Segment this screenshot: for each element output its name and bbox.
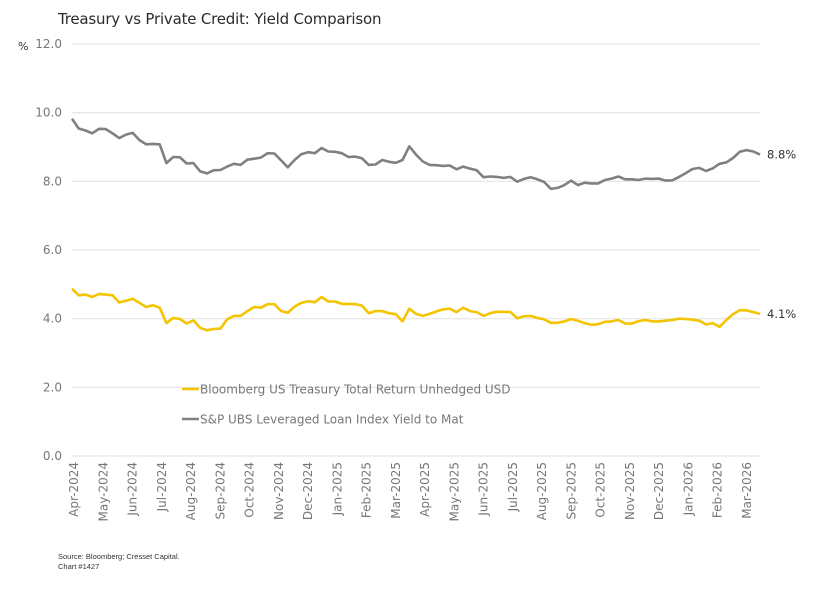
x-tick-label: Feb-2025 <box>360 462 374 518</box>
x-tick-label: Jul-2025 <box>506 462 520 512</box>
y-tick-label: 10.0 <box>35 106 62 120</box>
x-tick-label: Jan-2026 <box>681 462 695 516</box>
y-tick-label: 4.0 <box>43 312 62 326</box>
x-tick-label: Apr-2024 <box>67 462 81 517</box>
x-tick-label: Aug-2024 <box>184 462 198 520</box>
x-tick-label: Mar-2025 <box>389 462 403 519</box>
treasury-end-label: 4.1% <box>767 307 796 321</box>
source-line: Source: Bloomberg; Cresset Capital. <box>58 552 180 561</box>
y-axis-unit-label: % <box>18 40 29 53</box>
x-tick-label: Apr-2025 <box>418 462 432 517</box>
legend: Bloomberg US Treasury Total Return Unhed… <box>182 383 511 427</box>
end-labels: 4.1% 8.8% <box>767 148 796 321</box>
y-axis-ticks: 0.0 2.0 4.0 6.0 8.0 10.0 12.0 <box>35 37 62 463</box>
x-tick-label: May-2024 <box>96 462 110 521</box>
y-tick-label: 0.0 <box>43 449 62 463</box>
x-tick-label: Aug-2025 <box>535 462 549 520</box>
x-axis-ticks: Apr-2024 May-2024 Jun-2024 Jul-2024 Aug-2024… <box>67 462 754 521</box>
loan-end-label: 8.8% <box>767 148 796 162</box>
x-tick-label: Nov-2025 <box>623 462 637 520</box>
x-tick-label: May-2025 <box>447 462 461 521</box>
y-tick-label: 2.0 <box>43 380 62 394</box>
x-tick-label: Sep-2025 <box>564 462 578 520</box>
chart-title: Treasury vs Private Credit: Yield Compar… <box>58 10 382 28</box>
x-tick-label: Jul-2024 <box>155 462 169 512</box>
leveraged-loan-yield-line <box>70 118 761 191</box>
x-tick-label: Mar-2026 <box>740 462 754 519</box>
x-tick-label: Oct-2025 <box>594 462 608 518</box>
x-tick-label: Dec-2024 <box>301 462 315 520</box>
x-tick-label: Oct-2024 <box>243 462 257 518</box>
x-tick-label: Feb-2026 <box>711 462 725 518</box>
legend-label-treasury: Bloomberg US Treasury Total Return Unhed… <box>200 383 511 397</box>
x-tick-label: Jan-2025 <box>330 462 344 516</box>
y-tick-label: 8.0 <box>43 174 62 188</box>
gridlines <box>72 43 760 457</box>
y-tick-label: 12.0 <box>35 37 62 51</box>
x-tick-label: Dec-2025 <box>652 462 666 520</box>
y-tick-label: 6.0 <box>43 243 62 257</box>
source-note: Source: Bloomberg; Cresset Capital. Char… <box>58 552 180 572</box>
x-tick-label: Nov-2024 <box>272 462 286 520</box>
x-tick-label: Jun-2025 <box>477 462 491 517</box>
legend-label-loan: S&P UBS Leveraged Loan Index Yield to Ma… <box>200 413 464 427</box>
treasury-yield-line <box>71 287 761 332</box>
series-lines <box>70 118 761 332</box>
chart-number: Chart #1427 <box>58 562 100 571</box>
x-tick-label: Sep-2024 <box>213 462 227 520</box>
x-tick-label: Jun-2024 <box>126 462 140 517</box>
